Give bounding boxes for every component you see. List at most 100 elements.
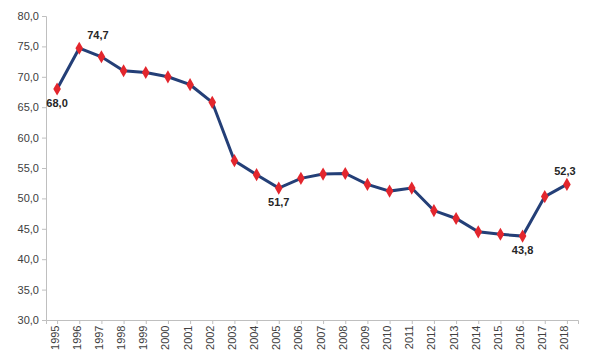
x-tick: 2013 (448, 320, 460, 350)
x-tick-label: 1999 (137, 326, 149, 350)
x-tick-mark (523, 320, 524, 324)
x-tick-mark (412, 320, 413, 324)
data-labels: 68,074,751,743,852,3 (46, 29, 575, 256)
x-axis-line (47, 321, 579, 325)
x-tick-mark (478, 320, 479, 324)
x-tick-mark (190, 320, 191, 324)
marker (386, 185, 394, 198)
y-tick-label: 60,0 (18, 132, 39, 144)
x-tick-mark (567, 320, 568, 324)
marker (497, 228, 505, 241)
x-tick-label: 2000 (159, 326, 171, 350)
y-tick-mark (42, 320, 46, 321)
x-tick: 2014 (470, 320, 482, 350)
x-tick-mark (168, 320, 169, 324)
x-tick-mark (212, 320, 213, 324)
chart: 30,035,040,045,050,055,060,065,070,075,0… (0, 0, 590, 362)
marker (474, 225, 482, 238)
y-tick-label: 50,0 (18, 192, 39, 204)
marker (452, 212, 460, 225)
x-tick: 2015 (492, 320, 504, 350)
x-tick-label: 2011 (403, 326, 415, 350)
y-tick: 45,0 (18, 223, 46, 235)
marker (231, 154, 239, 167)
x-tick-mark (257, 320, 258, 324)
x-tick-mark (57, 320, 58, 324)
x-tick-mark (390, 320, 391, 324)
x-tick: 2016 (514, 320, 526, 350)
x-tick-label: 2013 (448, 326, 460, 350)
x-tick: 2004 (248, 320, 260, 350)
x-tick-label: 2001 (182, 326, 194, 350)
data-label: 51,7 (268, 196, 289, 208)
x-tick-label: 1995 (49, 326, 61, 350)
data-label: 68,0 (46, 97, 67, 109)
data-label: 74,7 (87, 29, 108, 41)
marker (408, 181, 416, 194)
x-tick: 2001 (182, 320, 194, 350)
x-tick: 1996 (71, 320, 83, 350)
x-tick-mark (434, 320, 435, 324)
x-tick: 1999 (137, 320, 149, 350)
marker (519, 230, 527, 243)
x-tick-label: 2010 (381, 326, 393, 350)
x-tick-mark (79, 320, 80, 324)
marker (75, 42, 83, 55)
y-tick-mark (42, 46, 46, 47)
y-tick-label: 75,0 (18, 40, 39, 52)
x-tick-mark (500, 320, 501, 324)
x-tick: 2012 (425, 320, 437, 350)
x-tick: 2009 (359, 320, 371, 350)
y-tick: 50,0 (18, 192, 46, 204)
x-tick: 2017 (536, 320, 548, 350)
marker (53, 82, 61, 95)
y-tick-mark (42, 198, 46, 199)
x-axis: 1995199619971998199920002001200220032004… (47, 320, 579, 350)
x-tick: 1995 (49, 320, 61, 350)
x-tick: 1998 (115, 320, 127, 350)
series (53, 42, 570, 243)
marker (164, 70, 172, 83)
x-tick-label: 1998 (115, 326, 127, 350)
x-tick: 2007 (315, 320, 327, 350)
marker (253, 168, 261, 181)
marker (541, 190, 549, 203)
y-tick-mark (42, 16, 46, 17)
marker (341, 167, 349, 180)
x-tick-mark (545, 320, 546, 324)
y-axis: 30,035,040,045,050,055,060,065,070,075,0… (18, 10, 47, 326)
marker (297, 172, 305, 185)
y-tick: 65,0 (18, 101, 46, 113)
x-tick: 2005 (270, 320, 282, 350)
x-tick: 1997 (93, 320, 105, 350)
y-tick: 40,0 (18, 253, 46, 265)
x-tick-label: 2007 (315, 326, 327, 350)
x-tick: 2010 (381, 320, 393, 350)
marker (208, 96, 216, 109)
marker (275, 181, 283, 194)
x-tick-label: 1996 (71, 326, 83, 350)
x-tick-label: 2018 (558, 326, 570, 350)
x-tick-label: 2015 (492, 326, 504, 350)
marker (98, 50, 106, 63)
marker (120, 64, 128, 77)
y-tick-label: 70,0 (18, 71, 39, 83)
marker (319, 168, 327, 181)
x-tick-label: 1997 (93, 326, 105, 350)
x-tick: 2000 (159, 320, 171, 350)
x-tick: 2002 (204, 320, 216, 350)
y-tick: 35,0 (18, 284, 46, 296)
marker (430, 204, 438, 217)
x-tick-mark (101, 320, 102, 324)
marker (186, 78, 194, 91)
y-tick-label: 80,0 (18, 10, 39, 22)
data-label: 43,8 (512, 244, 533, 256)
y-tick-label: 40,0 (18, 253, 39, 265)
x-tick-mark (124, 320, 125, 324)
x-tick-mark (367, 320, 368, 324)
y-tick-label: 45,0 (18, 223, 39, 235)
x-tick-mark (279, 320, 280, 324)
y-tick-label: 35,0 (18, 284, 39, 296)
y-tick-label: 55,0 (18, 162, 39, 174)
x-tick-mark (323, 320, 324, 324)
